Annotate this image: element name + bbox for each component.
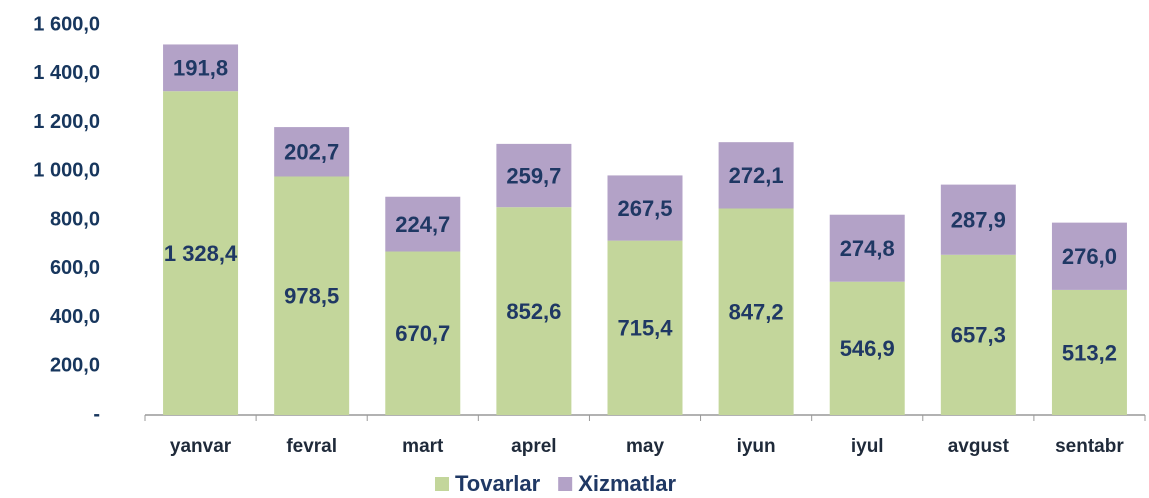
y-tick-label: 800,0	[50, 208, 100, 230]
y-tick-label: 1 600,0	[33, 13, 100, 35]
legend-swatch	[435, 477, 449, 491]
data-label: 202,7	[284, 140, 339, 165]
data-label: 978,5	[284, 284, 339, 309]
data-label: 715,4	[617, 316, 673, 341]
x-tick-label: sentabr	[1055, 436, 1124, 457]
bar-segment	[163, 44, 239, 92]
x-tick-label: iyun	[737, 436, 776, 457]
data-label: 546,9	[840, 336, 895, 361]
bar-segment	[718, 208, 794, 415]
x-tick-label: iyul	[851, 436, 884, 457]
x-tick-label: may	[626, 436, 664, 457]
bar-segment	[829, 214, 905, 282]
bar-segment	[607, 175, 683, 241]
x-tick-label: mart	[402, 436, 444, 457]
x-tick-label: aprel	[511, 436, 556, 457]
data-label: 847,2	[729, 300, 784, 325]
data-label: 259,7	[506, 163, 561, 188]
y-tick-label: 400,0	[50, 306, 100, 328]
legend-label: Xizmatlar	[578, 471, 676, 496]
bar-segment	[607, 240, 683, 415]
data-label: 657,3	[951, 323, 1006, 348]
y-tick-label: 200,0	[50, 355, 100, 377]
bar-segment	[496, 143, 572, 208]
bar-segment	[274, 127, 350, 177]
legend-swatch	[558, 477, 573, 491]
bar-segment	[1051, 222, 1127, 290]
y-tick-label: 600,0	[50, 257, 100, 279]
bar-segment	[274, 176, 350, 415]
data-label: 287,9	[951, 208, 1006, 233]
data-label: 1 328,4	[164, 241, 238, 266]
y-tick-label: 1 400,0	[33, 62, 100, 84]
bar-segment	[496, 207, 572, 415]
data-label: 852,6	[506, 299, 561, 324]
x-tick-label: yanvar	[170, 436, 232, 457]
y-tick-label: -	[93, 403, 100, 425]
data-label: 276,0	[1062, 244, 1117, 269]
x-tick-label: avgust	[948, 436, 1010, 457]
bar-segment	[385, 251, 461, 415]
y-tick-label: 1 200,0	[33, 111, 100, 133]
data-label: 513,2	[1062, 340, 1117, 365]
data-label: 191,8	[173, 56, 228, 81]
bar-segment	[829, 281, 905, 415]
bar-segment	[940, 254, 1016, 415]
x-tick-label: fevral	[286, 436, 337, 457]
data-label: 274,8	[840, 236, 895, 261]
legend-label: Tovarlar	[455, 471, 541, 496]
data-label: 670,7	[395, 321, 450, 346]
data-label: 224,7	[395, 212, 450, 237]
bar-segment	[1051, 289, 1127, 415]
bar-segment	[163, 91, 239, 415]
bar-segment	[385, 196, 461, 252]
data-label: 267,5	[617, 196, 672, 221]
y-tick-label: 1 000,0	[33, 160, 100, 182]
bar-segment	[718, 142, 794, 209]
data-label: 272,1	[729, 163, 784, 188]
bar-segment	[940, 184, 1016, 255]
